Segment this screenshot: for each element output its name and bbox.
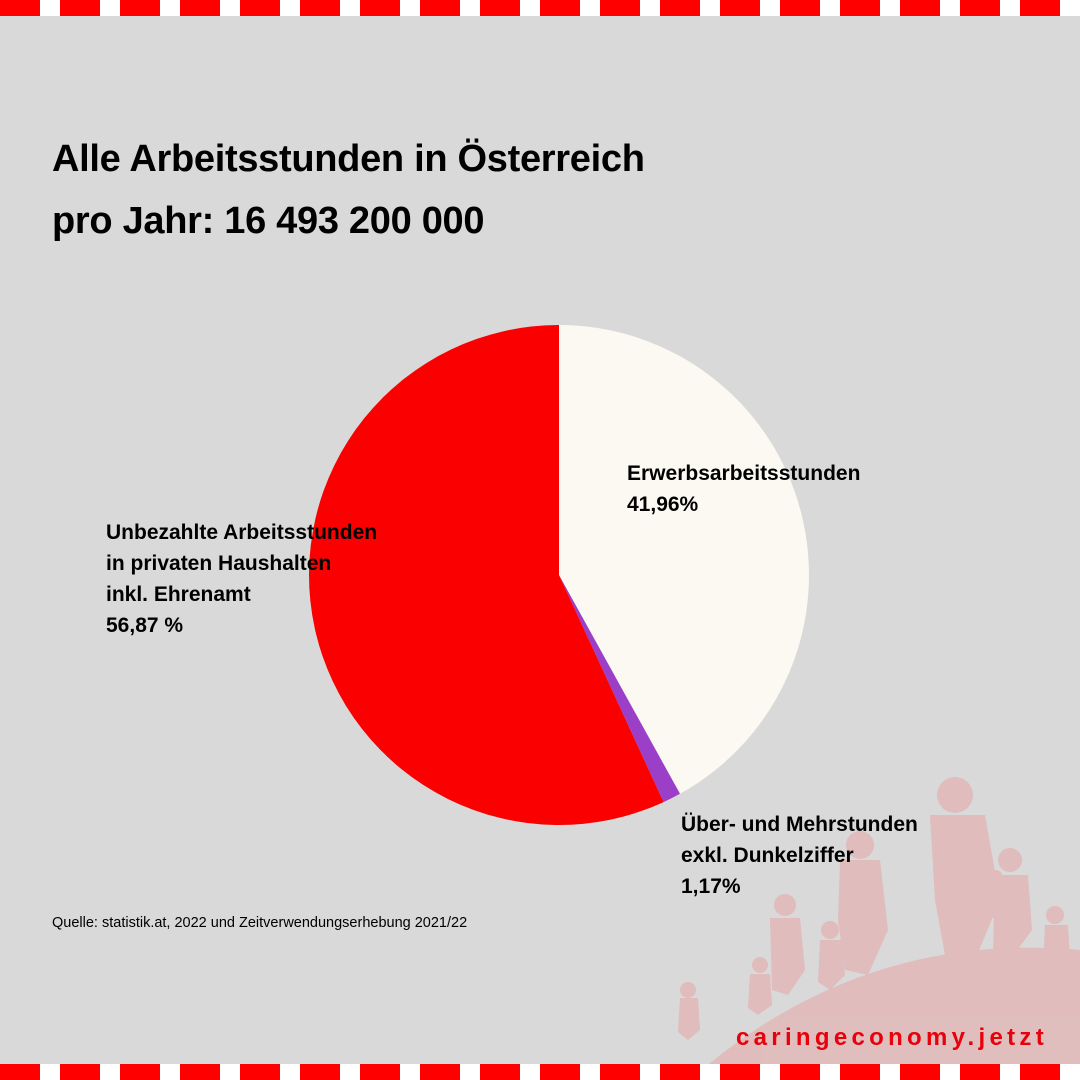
top-stripe-border [0, 0, 1080, 16]
slice-label-paid-value: 41,96% [627, 493, 699, 516]
person-silhouette-head-6 [752, 957, 768, 973]
pie-slice-unpaid [308, 325, 664, 825]
slice-label-paid-line-1: Erwerbsarbeitsstunden [627, 462, 861, 485]
person-silhouette-head-7 [1046, 906, 1064, 924]
bottom-stripe-border [0, 1064, 1080, 1080]
slice-label-unpaid-line-1: Unbezahlte Arbeitsstunden [106, 521, 378, 544]
pie-slice-paid [559, 325, 809, 794]
person-silhouette-body-4 [770, 918, 805, 995]
person-silhouette-head-4 [774, 894, 796, 916]
suitcase-silhouette [968, 870, 1002, 918]
person-silhouette-head-3 [998, 848, 1022, 872]
person-silhouette-head-5 [821, 921, 839, 939]
chart-title-line-2: pro Jahr: 16 493 200 000 [52, 200, 485, 242]
person-silhouette-head-2 [846, 831, 874, 859]
slice-label-overtime-line-2: exkl. Dunkelziffer [681, 844, 854, 867]
chart-title: Alle Arbeitsstunden in Österreich pro Ja… [52, 128, 852, 252]
person-silhouette-body-7 [1043, 925, 1070, 975]
slice-label-unpaid-value: 56,87 % [106, 614, 184, 637]
person-silhouette-body-6 [748, 974, 772, 1015]
person-silhouette-head-1 [937, 777, 973, 813]
person-silhouette-body-2 [838, 860, 888, 975]
slice-label-unpaid-line-2: in privaten Haushalten [106, 552, 332, 575]
globe-shape [690, 947, 1080, 1080]
source-note: Quelle: statistik.at, 2022 und Zeitverwe… [52, 915, 468, 931]
slice-label-unpaid-line-3: inkl. Ehrenamt [106, 583, 251, 606]
pie-slice-overtime [559, 575, 680, 803]
slice-label-overtime-line-1: Über- und Mehrstunden [681, 813, 918, 836]
person-silhouette-body-3 [993, 875, 1032, 960]
brand-url: caringeconomy.jetzt [736, 1024, 1048, 1051]
slice-label-overtime: Über- und Mehrstunden exkl. Dunkelziffer… [681, 809, 918, 902]
slice-label-unpaid: Unbezahlte Arbeitsstunden in privaten Ha… [106, 517, 377, 641]
person-silhouette-body-8 [678, 998, 700, 1040]
person-silhouette-head-8 [680, 982, 696, 998]
person-silhouette-body-1 [930, 815, 1000, 960]
slice-label-overtime-value: 1,17% [681, 875, 741, 898]
slice-label-paid: Erwerbsarbeitsstunden 41,96% [627, 458, 860, 520]
person-silhouette-body-5 [818, 940, 845, 990]
chart-title-line-1: Alle Arbeitsstunden in Österreich [52, 138, 645, 180]
